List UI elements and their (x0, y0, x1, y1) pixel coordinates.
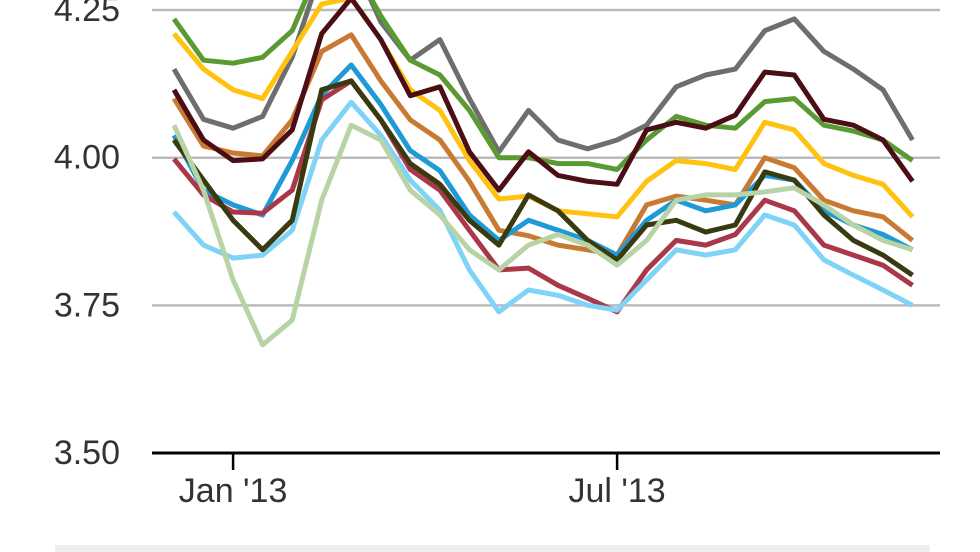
footer-strip (55, 545, 930, 552)
series-line (171, 0, 915, 193)
y-tick-label: 4.00 (54, 139, 120, 177)
series-line (172, 78, 914, 315)
y-tick-label: 3.50 (54, 434, 120, 472)
series-line (172, 99, 914, 315)
series-line (171, 78, 914, 278)
x-tick-label: Jan '13 (179, 472, 288, 510)
y-tick-label: 4.25 (54, 0, 120, 29)
series-line (171, 122, 914, 348)
x-tick-label: Jul '13 (568, 472, 665, 510)
y-tick-label: 3.75 (54, 286, 120, 324)
